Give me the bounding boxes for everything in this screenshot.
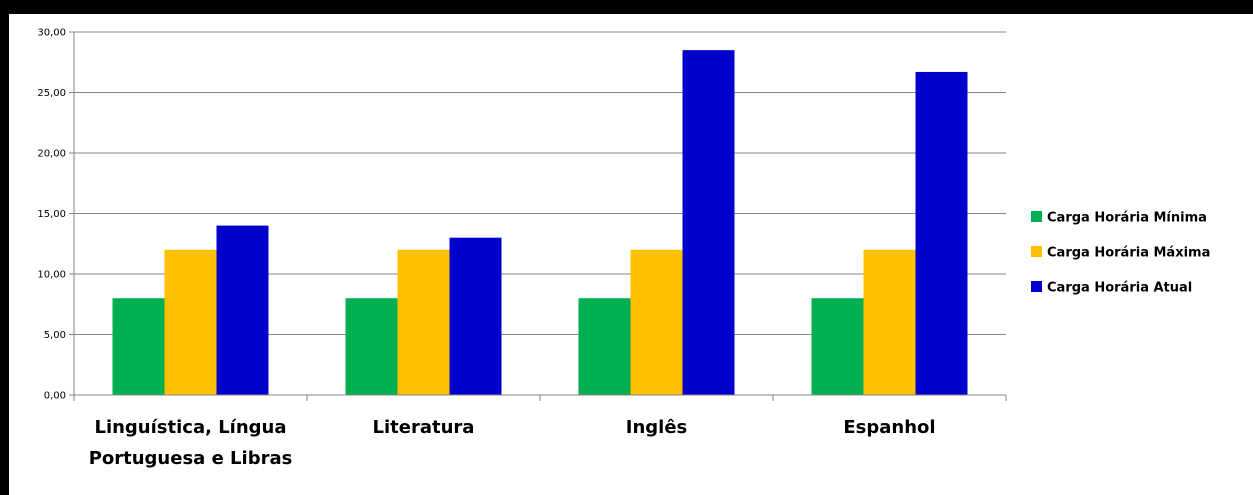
bar bbox=[811, 298, 864, 395]
y-tick-label: 30,00 bbox=[37, 28, 66, 39]
y-tick-label: 25,00 bbox=[37, 88, 66, 99]
legend-label: Carga Horária Mínima bbox=[1047, 211, 1207, 226]
bars bbox=[112, 50, 968, 396]
bar bbox=[682, 50, 735, 396]
y-tick-label: 20,00 bbox=[37, 149, 66, 160]
bar bbox=[216, 225, 269, 395]
x-tick-label: Espanhol bbox=[843, 417, 935, 438]
bar bbox=[112, 298, 165, 395]
bar bbox=[164, 249, 217, 395]
legend-swatch bbox=[1031, 246, 1042, 257]
x-tick-label: Inglês bbox=[626, 417, 688, 438]
legend-swatch bbox=[1031, 211, 1042, 222]
chart-frame: 0,00 5,00 10,00 15,00 20,00 25,00 30,00 Linguís… bbox=[9, 14, 1253, 495]
axes: 0,00 5,00 10,00 15,00 20,00 25,00 30,00 Linguís… bbox=[37, 28, 1007, 469]
bar bbox=[345, 298, 398, 395]
x-tick-label: Linguística, Língua Portuguesa e Libras bbox=[89, 417, 293, 469]
x-tick-label: Literatura bbox=[373, 417, 475, 438]
legend: Carga Horária Mínima Carga Horária Máxima… bbox=[1031, 211, 1210, 296]
legend-label: Carga Horária Máxima bbox=[1047, 246, 1210, 261]
legend-swatch bbox=[1031, 281, 1042, 292]
bar bbox=[578, 298, 631, 395]
bar bbox=[863, 249, 916, 395]
bar bbox=[630, 249, 683, 395]
bar-chart: 0,00 5,00 10,00 15,00 20,00 25,00 30,00 Linguís… bbox=[37, 28, 1210, 470]
y-tick-label: 0,00 bbox=[44, 391, 66, 402]
bar bbox=[397, 249, 450, 395]
y-tick-label: 5,00 bbox=[44, 330, 66, 341]
y-tick-label: 10,00 bbox=[37, 270, 66, 281]
bar bbox=[915, 71, 968, 396]
bar bbox=[449, 237, 502, 395]
legend-label: Carga Horária Atual bbox=[1047, 281, 1192, 296]
y-tick-label: 15,00 bbox=[37, 209, 66, 220]
